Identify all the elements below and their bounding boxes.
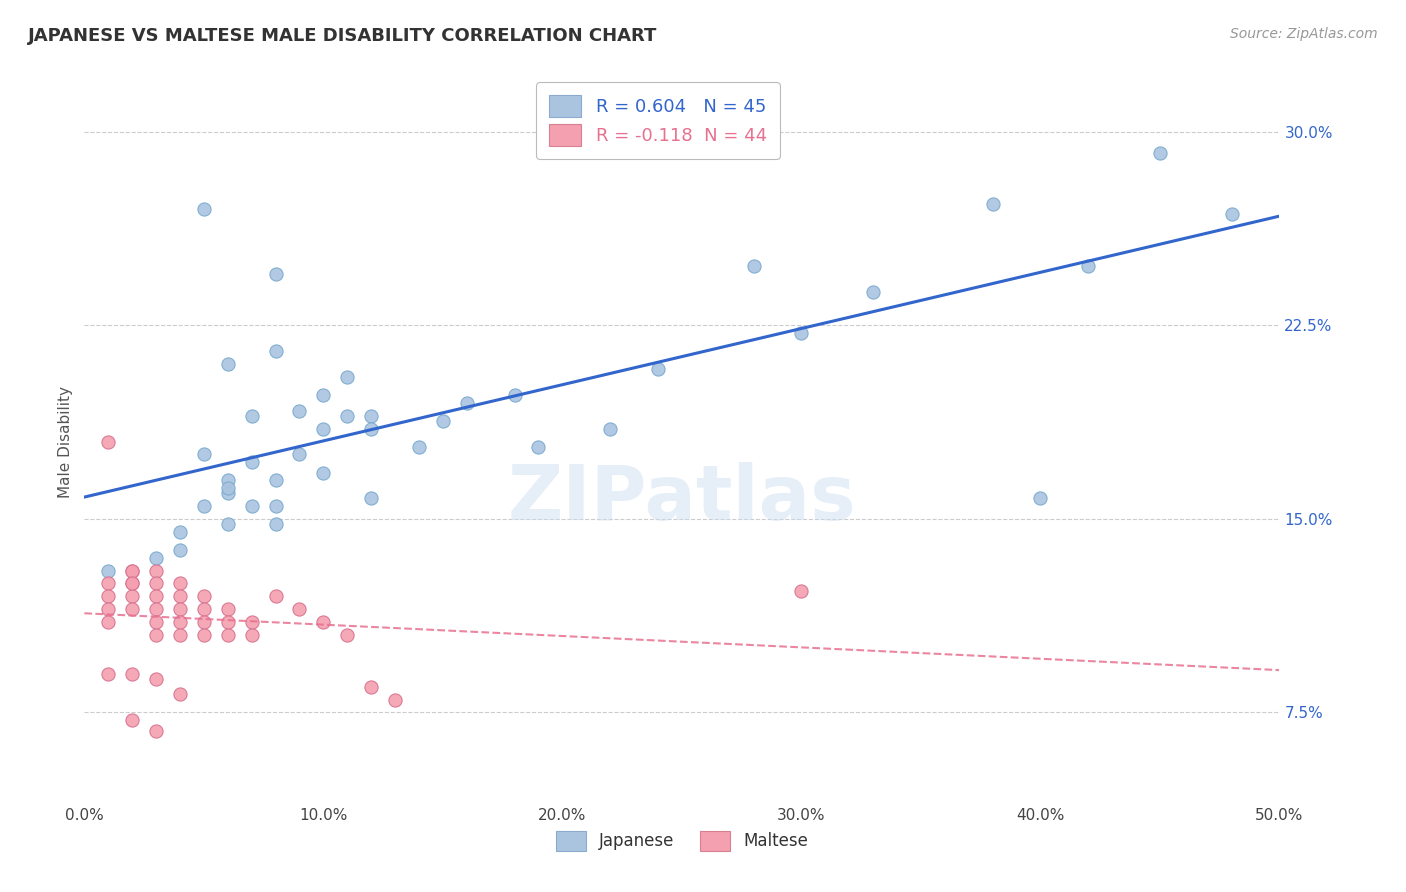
Point	[217, 481, 239, 495]
Point	[503, 388, 526, 402]
Point	[145, 576, 167, 591]
Point	[240, 628, 263, 642]
Point	[336, 370, 359, 384]
Point	[264, 499, 287, 513]
Point	[288, 447, 311, 461]
Point	[360, 491, 382, 506]
Point	[145, 550, 167, 565]
Point	[193, 628, 215, 642]
Point	[312, 388, 335, 402]
Point	[264, 344, 287, 359]
Point	[264, 473, 287, 487]
Point	[264, 590, 287, 604]
Point	[264, 517, 287, 532]
Point	[169, 628, 191, 642]
Point	[1149, 145, 1171, 160]
Point	[121, 564, 143, 578]
Point	[193, 590, 215, 604]
Text: Source: ZipAtlas.com: Source: ZipAtlas.com	[1230, 27, 1378, 41]
Point	[121, 666, 143, 681]
Point	[336, 409, 359, 423]
Point	[217, 628, 239, 642]
Point	[240, 455, 263, 469]
Point	[360, 422, 382, 436]
Point	[97, 602, 120, 616]
Point	[121, 564, 143, 578]
Point	[217, 602, 239, 616]
Point	[599, 422, 621, 436]
Point	[97, 576, 120, 591]
Point	[790, 584, 813, 599]
Point	[240, 499, 263, 513]
Point	[145, 602, 167, 616]
Point	[217, 486, 239, 500]
Point	[217, 615, 239, 630]
Point	[288, 403, 311, 417]
Point	[193, 202, 215, 217]
Point	[360, 409, 382, 423]
Point	[145, 628, 167, 642]
Point	[97, 615, 120, 630]
Point	[384, 692, 406, 706]
Point	[217, 357, 239, 371]
Point	[97, 666, 120, 681]
Text: ZIPatlas: ZIPatlas	[508, 462, 856, 536]
Point	[240, 615, 263, 630]
Point	[240, 409, 263, 423]
Point	[742, 259, 765, 273]
Point	[169, 542, 191, 557]
Point	[312, 466, 335, 480]
Point	[312, 615, 335, 630]
Point	[193, 615, 215, 630]
Point	[288, 602, 311, 616]
Point	[121, 602, 143, 616]
Point	[121, 590, 143, 604]
Point	[121, 576, 143, 591]
Point	[1077, 259, 1099, 273]
Point	[217, 473, 239, 487]
Point	[145, 672, 167, 686]
Point	[121, 576, 143, 591]
Point	[432, 414, 454, 428]
Point	[169, 524, 191, 539]
Point	[193, 499, 215, 513]
Point	[264, 267, 287, 281]
Text: JAPANESE VS MALTESE MALE DISABILITY CORRELATION CHART: JAPANESE VS MALTESE MALE DISABILITY CORR…	[28, 27, 658, 45]
Point	[145, 564, 167, 578]
Point	[408, 440, 430, 454]
Point	[647, 362, 669, 376]
Point	[527, 440, 550, 454]
Point	[169, 590, 191, 604]
Point	[169, 687, 191, 701]
Point	[145, 723, 167, 738]
Point	[169, 576, 191, 591]
Point	[97, 590, 120, 604]
Y-axis label: Male Disability: Male Disability	[58, 385, 73, 498]
Point	[97, 564, 120, 578]
Point	[193, 447, 215, 461]
Point	[862, 285, 884, 299]
Point	[145, 615, 167, 630]
Point	[97, 434, 120, 449]
Point	[336, 628, 359, 642]
Point	[169, 602, 191, 616]
Point	[981, 197, 1004, 211]
Point	[1029, 491, 1052, 506]
Point	[145, 590, 167, 604]
Point	[1220, 207, 1243, 221]
Point	[456, 396, 478, 410]
Point	[312, 422, 335, 436]
Point	[360, 680, 382, 694]
Point	[217, 517, 239, 532]
Legend: Japanese, Maltese: Japanese, Maltese	[547, 822, 817, 860]
Point	[121, 713, 143, 727]
Point	[169, 615, 191, 630]
Point	[790, 326, 813, 340]
Point	[193, 602, 215, 616]
